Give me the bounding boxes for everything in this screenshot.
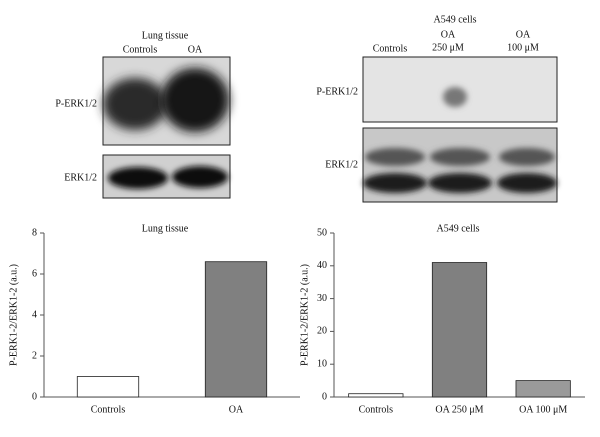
blot-column: OA	[441, 29, 456, 40]
bar	[348, 393, 404, 398]
y-tick-label: 6	[32, 268, 37, 279]
blot-column: Controls	[123, 44, 158, 55]
x-tick-label: OA 250 μM	[435, 404, 483, 415]
blot-image	[362, 56, 558, 203]
y-axis-label: P-ERK1-2/ERK1-2 (a.u.)	[8, 264, 19, 366]
y-tick-label: 8	[32, 227, 37, 238]
y-tick-label: 40	[317, 260, 327, 271]
y-tick-label: 4	[32, 309, 37, 320]
x-tick-label: Controls	[91, 404, 126, 415]
chart-title: Lung tissue	[142, 223, 189, 234]
blot-column: OA	[516, 29, 531, 40]
blot-column: OA	[188, 44, 203, 55]
bar	[204, 261, 268, 398]
blot-title: Lung tissue	[142, 30, 189, 41]
blot-column: 100 μM	[507, 42, 539, 53]
blot-row: P-ERK1/2	[55, 98, 97, 109]
blot-image	[102, 56, 231, 199]
blot-row: P-ERK1/2	[316, 86, 358, 97]
x-tick-label: OA	[229, 404, 244, 415]
y-tick-label: 2	[32, 350, 37, 361]
y-tick-label: 0	[32, 391, 37, 402]
y-tick-label: 10	[317, 358, 327, 369]
blot-row: ERK1/2	[64, 172, 97, 183]
bar	[431, 262, 488, 398]
bar	[76, 376, 140, 398]
bar	[515, 380, 571, 398]
y-axis-label: P-ERK1-2/ERK1-2 (a.u.)	[299, 264, 310, 366]
blot-column: 250 μM	[432, 42, 464, 53]
x-tick-label: OA 100 μM	[519, 404, 567, 415]
y-tick-label: 30	[317, 293, 327, 304]
x-tick-label: Controls	[359, 404, 394, 415]
blot-row: ERK1/2	[325, 159, 358, 170]
blot-title: A549 cells	[433, 14, 476, 25]
y-tick-label: 0	[322, 391, 327, 402]
chart-title: A549 cells	[436, 223, 479, 234]
y-tick-label: 20	[317, 326, 327, 337]
blot-column: Controls	[373, 43, 408, 54]
y-tick-label: 50	[317, 227, 327, 238]
